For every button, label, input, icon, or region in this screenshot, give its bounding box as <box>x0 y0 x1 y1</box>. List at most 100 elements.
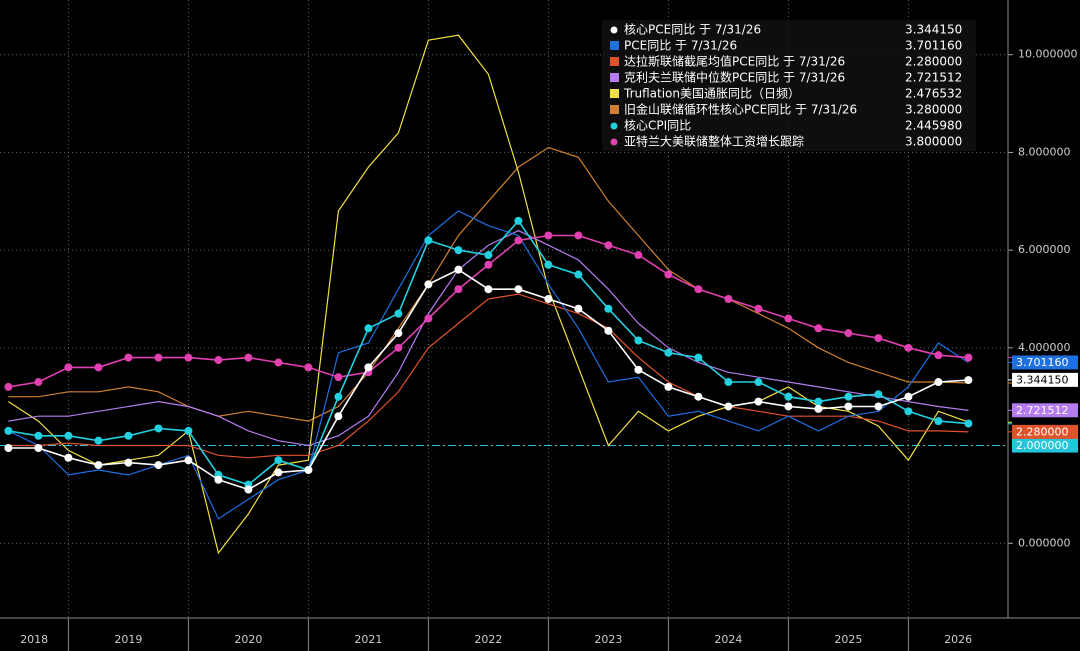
series-marker <box>4 426 13 435</box>
legend-label: 核心PCE同比 于 7/31/26 <box>624 23 761 37</box>
series-marker <box>604 304 613 313</box>
series-marker <box>784 402 793 411</box>
series-marker <box>454 285 463 294</box>
series-marker <box>154 353 163 362</box>
series-marker <box>934 351 943 360</box>
value-tag <box>1012 424 1078 439</box>
y-tick-label: 10.000000 <box>1018 48 1078 61</box>
series-marker <box>64 431 73 440</box>
series-marker <box>754 304 763 313</box>
series-marker <box>424 280 433 289</box>
legend-value: 3.800000 <box>905 135 962 149</box>
series-marker <box>514 285 523 294</box>
series-marker <box>964 353 973 362</box>
legend-marker <box>610 41 619 50</box>
series-marker <box>634 336 643 345</box>
series-marker <box>574 270 583 279</box>
series-marker <box>154 461 163 470</box>
series-marker <box>544 231 553 240</box>
y-tick-label: 6.000000 <box>1018 243 1071 256</box>
series-marker <box>814 397 823 406</box>
value-tag <box>1012 403 1078 418</box>
series-marker <box>544 260 553 269</box>
legend-value: 2.445980 <box>905 119 962 133</box>
series-marker <box>904 343 913 352</box>
y-tick-label: 4.000000 <box>1018 341 1071 354</box>
series-marker <box>394 329 403 338</box>
series-marker <box>304 363 313 372</box>
series-marker <box>724 294 733 303</box>
series-marker <box>664 382 673 391</box>
x-tick-label: 2019 <box>114 633 142 646</box>
series-marker <box>124 353 133 362</box>
series-marker <box>784 314 793 323</box>
series-marker <box>64 453 73 462</box>
series-marker <box>214 475 223 484</box>
series-marker <box>34 443 43 452</box>
series-marker <box>274 358 283 367</box>
series-line <box>8 146 969 422</box>
series-marker <box>184 456 193 465</box>
x-tick-label: 2018 <box>20 633 48 646</box>
series-marker <box>34 431 43 440</box>
value-tag-label: 2.280000 <box>1016 425 1069 438</box>
series-marker <box>484 251 493 260</box>
series-marker <box>364 324 373 333</box>
series-marker <box>424 314 433 323</box>
legend-value: 2.280000 <box>905 55 962 69</box>
legend: 核心PCE同比 于 7/31/26 3.344150 PCE同比 于 7/31/26… <box>602 20 976 151</box>
series-marker <box>814 324 823 333</box>
series-marker <box>394 309 403 318</box>
value-tag-label: 3.701160 <box>1016 356 1069 369</box>
series-marker <box>394 343 403 352</box>
series-marker <box>604 326 613 335</box>
value-tag-label: 3.344150 <box>1016 373 1069 386</box>
legend-value: 3.344150 <box>905 23 962 37</box>
legend-marker <box>610 122 618 130</box>
series-marker <box>34 378 43 387</box>
series-marker <box>844 392 853 401</box>
x-tick-label: 2023 <box>594 633 622 646</box>
series-marker <box>634 251 643 260</box>
series-marker <box>634 365 643 374</box>
y-tick-label: 8.000000 <box>1018 145 1071 158</box>
series-marker <box>364 363 373 372</box>
series-marker <box>964 419 973 428</box>
y-tick-label: 0.000000 <box>1018 536 1071 549</box>
series-marker <box>4 443 13 452</box>
legend-label: 亚特兰大美联储整体工资增长跟踪 <box>624 134 804 149</box>
series-marker <box>484 285 493 294</box>
legend-value: 2.476532 <box>905 87 962 101</box>
series-marker <box>334 373 343 382</box>
series-marker <box>754 378 763 387</box>
series-marker <box>244 485 253 494</box>
legend-label: PCE同比 于 7/31/26 <box>624 39 737 53</box>
series-marker <box>964 376 973 385</box>
series-marker <box>874 390 883 399</box>
reference-tag-label: 2.000000 <box>1016 439 1069 452</box>
value-tag <box>1012 355 1078 370</box>
series-marker <box>874 402 883 411</box>
series-marker <box>724 402 733 411</box>
legend-marker <box>610 73 619 82</box>
legend-value: 2.721512 <box>905 71 962 85</box>
legend-marker <box>610 26 618 34</box>
series-marker <box>604 241 613 250</box>
series-line <box>8 210 969 520</box>
series-marker <box>4 382 13 391</box>
series-marker <box>664 270 673 279</box>
series-marker <box>694 285 703 294</box>
legend-label: Truflation美国通胀同比（日频） <box>623 87 800 101</box>
series-marker <box>94 436 103 445</box>
x-tick-label: 2026 <box>944 633 972 646</box>
series-marker <box>754 397 763 406</box>
series-marker <box>514 216 523 225</box>
legend-value: 3.701160 <box>905 39 962 53</box>
series-marker <box>934 378 943 387</box>
x-tick-label: 2024 <box>714 633 742 646</box>
series-marker <box>154 424 163 433</box>
series-marker <box>334 392 343 401</box>
legend-marker <box>610 138 618 146</box>
legend-marker <box>610 89 619 98</box>
